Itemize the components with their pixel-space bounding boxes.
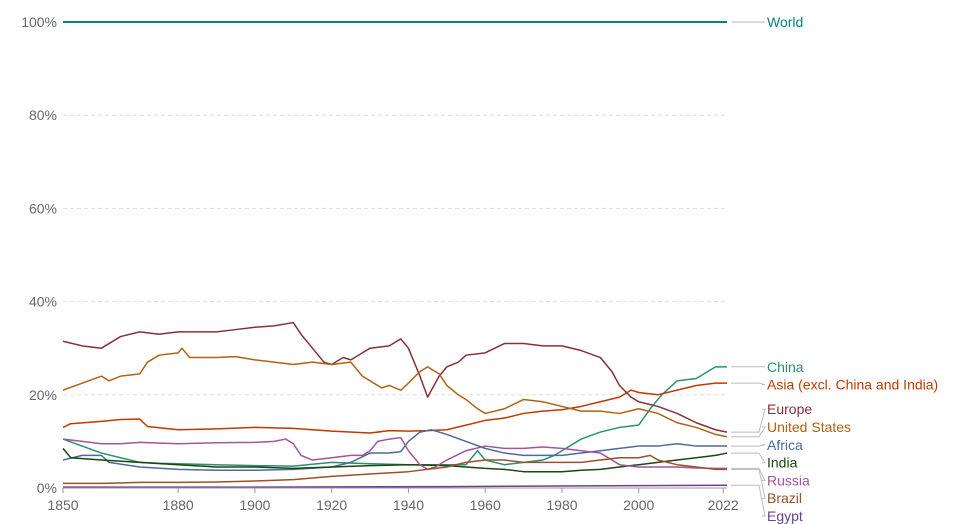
legend-connector-egypt [731,484,766,517]
grid [63,21,727,396]
legend-connector-russia [731,467,766,481]
series-line-russia [62,436,727,471]
legend-connector-asia-excl-china-and-india [731,382,766,386]
x-tick-label: 2022 [708,497,739,513]
series-lines [62,21,728,488]
legend-label-asia-excl-china-and-india: Asia (excl. China and India) [767,377,938,393]
x-tick-label: 1980 [546,497,577,513]
legend-label-europe: Europe [767,401,812,417]
legend-connector-africa [731,444,766,447]
legend-connector-india [731,452,766,464]
x-tick-label: 1960 [470,497,501,513]
x-tick-label: 1940 [393,497,424,513]
legend-connector-brazil [731,468,766,499]
legend-label-china: China [767,359,804,375]
legend-label-africa: Africa [767,437,803,453]
x-tick-label: 1900 [239,497,270,513]
series-line-china [62,366,727,467]
legend-label-world: World [767,14,803,30]
legend-label-india: India [767,455,798,471]
legend-label-united-states: United States [767,419,851,435]
x-tick-label: 1850 [47,497,78,513]
y-tick-label: 80% [29,107,57,123]
x-tick-label: 2000 [623,497,654,513]
legend-label-egypt: Egypt [767,508,803,524]
series-line-africa [62,429,727,472]
y-tick-label: 100% [21,14,57,30]
y-tick-label: 0% [37,480,57,496]
series-line-india [62,447,728,473]
y-tick-label: 60% [29,200,57,216]
x-tick-label: 1920 [316,497,347,513]
legend-label-russia: Russia [767,472,810,488]
series-line-united-states [62,347,728,438]
x-tick-label: 1880 [163,497,194,513]
series-line-europe [62,321,728,433]
legend-connector-europe [731,408,766,433]
legend-label-brazil: Brazil [767,490,802,506]
y-tick-label: 40% [29,294,57,310]
legend-connectors [731,21,766,517]
legend-connector-united-states [731,426,766,438]
y-tick-label: 20% [29,387,57,403]
legend: World China Asia (excl. China and India) Eu… [767,14,938,524]
axes: 0% 20% 40% 60% 80% 100% 1850 1880 1900 1920 1940 19… [21,14,739,513]
series-line-brazil [63,454,727,485]
series-line-egypt [63,484,728,488]
series-line-asia-excl-china-and-india [62,382,727,434]
